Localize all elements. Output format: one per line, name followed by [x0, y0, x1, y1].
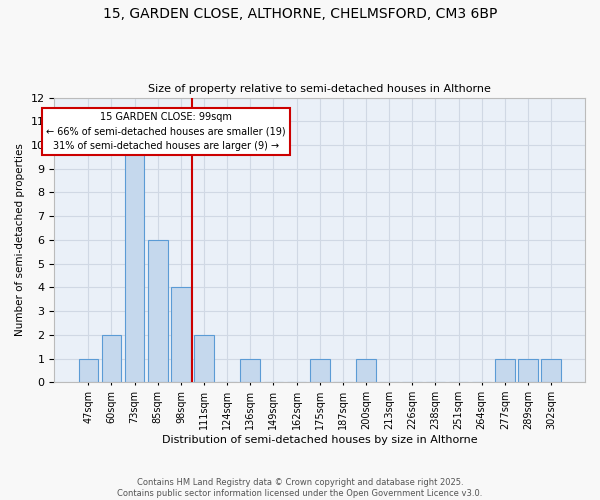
Bar: [194, 335, 214, 382]
Bar: [541, 358, 561, 382]
Text: Contains HM Land Registry data © Crown copyright and database right 2025.
Contai: Contains HM Land Registry data © Crown c…: [118, 478, 482, 498]
Y-axis label: Number of semi-detached properties: Number of semi-detached properties: [15, 144, 25, 336]
Bar: [518, 358, 538, 382]
Bar: [310, 358, 329, 382]
Bar: [101, 335, 121, 382]
Bar: [125, 145, 145, 382]
Bar: [171, 288, 191, 382]
Title: Size of property relative to semi-detached houses in Althorne: Size of property relative to semi-detach…: [148, 84, 491, 94]
Bar: [241, 358, 260, 382]
Bar: [356, 358, 376, 382]
Text: 15 GARDEN CLOSE: 99sqm
← 66% of semi-detached houses are smaller (19)
31% of sem: 15 GARDEN CLOSE: 99sqm ← 66% of semi-det…: [46, 112, 286, 152]
Text: 15, GARDEN CLOSE, ALTHORNE, CHELMSFORD, CM3 6BP: 15, GARDEN CLOSE, ALTHORNE, CHELMSFORD, …: [103, 8, 497, 22]
Bar: [79, 358, 98, 382]
Bar: [148, 240, 167, 382]
X-axis label: Distribution of semi-detached houses by size in Althorne: Distribution of semi-detached houses by …: [162, 435, 478, 445]
Bar: [495, 358, 515, 382]
